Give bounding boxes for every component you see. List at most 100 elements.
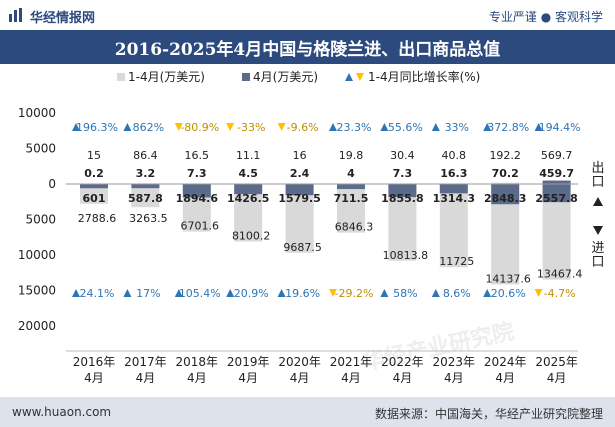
export-cumulative-label: 16.5 xyxy=(185,149,210,162)
export-growth-label: 23.3% xyxy=(337,121,372,134)
x-tick-label-year: 2016年 xyxy=(73,355,116,369)
bar-import-cumulative xyxy=(285,184,314,253)
export-growth-up-icon xyxy=(483,123,492,131)
side-arrow-up xyxy=(593,197,603,206)
footer-url: www.huaon.com xyxy=(12,405,112,419)
x-tick-label-year: 2023年 xyxy=(433,355,476,369)
import-growth-up-icon xyxy=(431,289,440,297)
import-cumulative-label: 8100.2 xyxy=(232,230,271,243)
import-month-label: 2848.3 xyxy=(484,192,526,205)
y-tick-label: 0 xyxy=(48,177,56,191)
slogan: 专业严谨 ● 客观科学 xyxy=(488,10,603,24)
import-cumulative-label: 6846.3 xyxy=(335,221,374,234)
import-growth-label: 20.6% xyxy=(491,287,526,300)
import-month-label: 1894.6 xyxy=(176,192,219,205)
side-label-import: 进 xyxy=(591,241,604,256)
import-cumulative-label: 9687.5 xyxy=(283,241,322,254)
import-growth-down-icon xyxy=(329,289,337,297)
import-cumulative-label: 2788.6 xyxy=(78,212,117,225)
x-tick-label-year: 2017年 xyxy=(124,355,167,369)
bar-import-cumulative xyxy=(131,184,160,208)
bar-import-cumulative xyxy=(337,184,365,233)
y-tick-label: 15000 xyxy=(18,284,56,298)
bar-export-cumulative xyxy=(491,182,520,184)
side-arrow-down xyxy=(593,226,603,235)
export-month-label: 3.2 xyxy=(136,167,156,180)
export-cumulative-label: 19.8 xyxy=(339,149,364,162)
export-growth-label: 862% xyxy=(133,121,164,134)
export-growth-up-icon xyxy=(534,123,543,131)
import-month-label: 1579.5 xyxy=(278,192,320,205)
bar-import-month xyxy=(285,184,314,196)
import-month-label: 1855.8 xyxy=(381,192,423,205)
export-growth-up-icon xyxy=(123,123,132,131)
bar-import-cumulative xyxy=(439,184,468,268)
import-month-label: 601 xyxy=(83,192,106,205)
x-tick-label-month: 4月 xyxy=(187,371,207,385)
legend-swatch-cumulative xyxy=(117,73,125,81)
x-tick-label-month: 4月 xyxy=(290,371,310,385)
export-cumulative-label: 192.2 xyxy=(489,149,521,162)
bar-import-month xyxy=(80,184,108,189)
import-month-label: 2557.8 xyxy=(535,192,577,205)
import-growth-down-icon xyxy=(534,289,543,297)
import-month-label: 1426.5 xyxy=(227,192,269,205)
import-cumulative-label: 11725 xyxy=(439,255,474,268)
export-month-label: 7.3 xyxy=(187,167,207,180)
export-growth-down-icon xyxy=(174,123,183,131)
export-month-label: 4.5 xyxy=(238,167,258,180)
export-cumulative-label: 86.4 xyxy=(133,149,158,162)
y-tick-label: 20000 xyxy=(18,319,56,333)
bar-import-month xyxy=(439,184,468,194)
legend-down-triangle xyxy=(356,73,364,81)
export-month-label: 7.3 xyxy=(393,167,413,180)
legend-up-triangle xyxy=(345,73,353,81)
x-tick-label-year: 2019年 xyxy=(227,355,270,369)
bar-import-month xyxy=(131,184,160,189)
bar-import-month xyxy=(234,184,263,195)
import-month-label: 1314.3 xyxy=(433,192,475,205)
export-growth-label: 55.6% xyxy=(388,121,423,134)
export-growth-label: 33% xyxy=(445,121,469,134)
import-growth-up-icon xyxy=(72,289,80,297)
x-tick-label-month: 4月 xyxy=(341,371,361,385)
export-cumulative-label: 15 xyxy=(87,149,101,162)
bar-import-month xyxy=(388,184,417,198)
import-growth-label: 19.6% xyxy=(285,287,320,300)
x-tick-label-month: 4月 xyxy=(495,371,515,385)
import-growth-label: 20.9% xyxy=(234,287,269,300)
side-label-export: 出 xyxy=(591,161,604,176)
import-growth-label: 17% xyxy=(136,287,160,300)
import-growth-label: -29.2% xyxy=(335,287,374,300)
legend-swatch-month xyxy=(242,73,250,81)
import-cumulative-label: 13467.4 xyxy=(537,268,583,281)
y-tick-label: 5000 xyxy=(25,142,56,156)
export-month-label: 459.7 xyxy=(539,167,574,180)
export-growth-down-icon xyxy=(277,123,286,131)
x-tick-label-year: 2020年 xyxy=(278,355,321,369)
export-growth-up-icon xyxy=(431,123,440,131)
export-growth-label: -33% xyxy=(237,121,265,134)
export-growth-label: 196.3% xyxy=(76,121,118,134)
export-month-label: 0.2 xyxy=(84,167,104,180)
bar-import-month xyxy=(542,184,571,203)
import-growth-up-icon xyxy=(226,289,235,297)
import-cumulative-label: 10813.8 xyxy=(383,249,429,262)
export-cumulative-label: 40.8 xyxy=(442,149,467,162)
footer: www.huaon.com 数据来源：中国海关，华经产业研究院整理 xyxy=(0,397,615,427)
import-growth-label: 24.1% xyxy=(80,287,115,300)
import-month-label: 711.5 xyxy=(334,192,369,205)
import-cumulative-label: 3263.5 xyxy=(129,212,168,225)
export-growth-up-icon xyxy=(380,123,389,131)
bar-import-month xyxy=(337,184,365,190)
chart-title: 2016-2025年4月中国与格陵兰进、出口商品总值 xyxy=(114,40,501,60)
bar-import-month xyxy=(182,184,211,198)
y-tick-label: 10000 xyxy=(18,106,56,120)
x-tick-label-month: 4月 xyxy=(84,371,104,385)
import-cumulative-label: 14137.6 xyxy=(485,272,531,285)
logo-icon xyxy=(9,8,22,22)
export-growth-label: -80.9% xyxy=(180,121,219,134)
export-growth-up-icon xyxy=(72,123,80,131)
